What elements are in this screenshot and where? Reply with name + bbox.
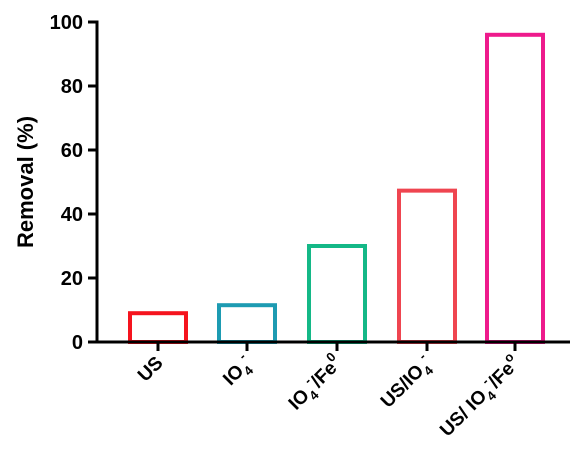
- bar: [307, 244, 367, 344]
- bar: [485, 32, 545, 345]
- x-category-label: IO4-/Fe0: [281, 349, 349, 417]
- x-category-label: US/IO4-: [373, 349, 439, 415]
- bars: [128, 32, 545, 345]
- x-category-label: IO4-: [216, 349, 260, 393]
- bar: [217, 303, 277, 345]
- y-tick-label: 0: [72, 332, 83, 354]
- y-tick-label: 80: [61, 76, 83, 98]
- y-axis: 0 20 40 60 80 100: [50, 12, 99, 354]
- bar: [397, 188, 457, 344]
- y-tick-label: 60: [61, 140, 83, 162]
- category-labels: US IO4- IO4-/Fe0 US/IO4-US/ IO4-/Feo: [134, 349, 528, 444]
- y-tick-label: 40: [61, 204, 83, 226]
- y-axis-title: Removal (%): [13, 116, 38, 248]
- x-category-label: US: [134, 353, 168, 387]
- x-category-label: US/ IO4-/Feo: [433, 349, 528, 444]
- y-tick-label: 100: [50, 12, 83, 34]
- x-axis: [95, 340, 570, 351]
- bar: [128, 311, 188, 345]
- y-tick-label: 20: [61, 268, 83, 290]
